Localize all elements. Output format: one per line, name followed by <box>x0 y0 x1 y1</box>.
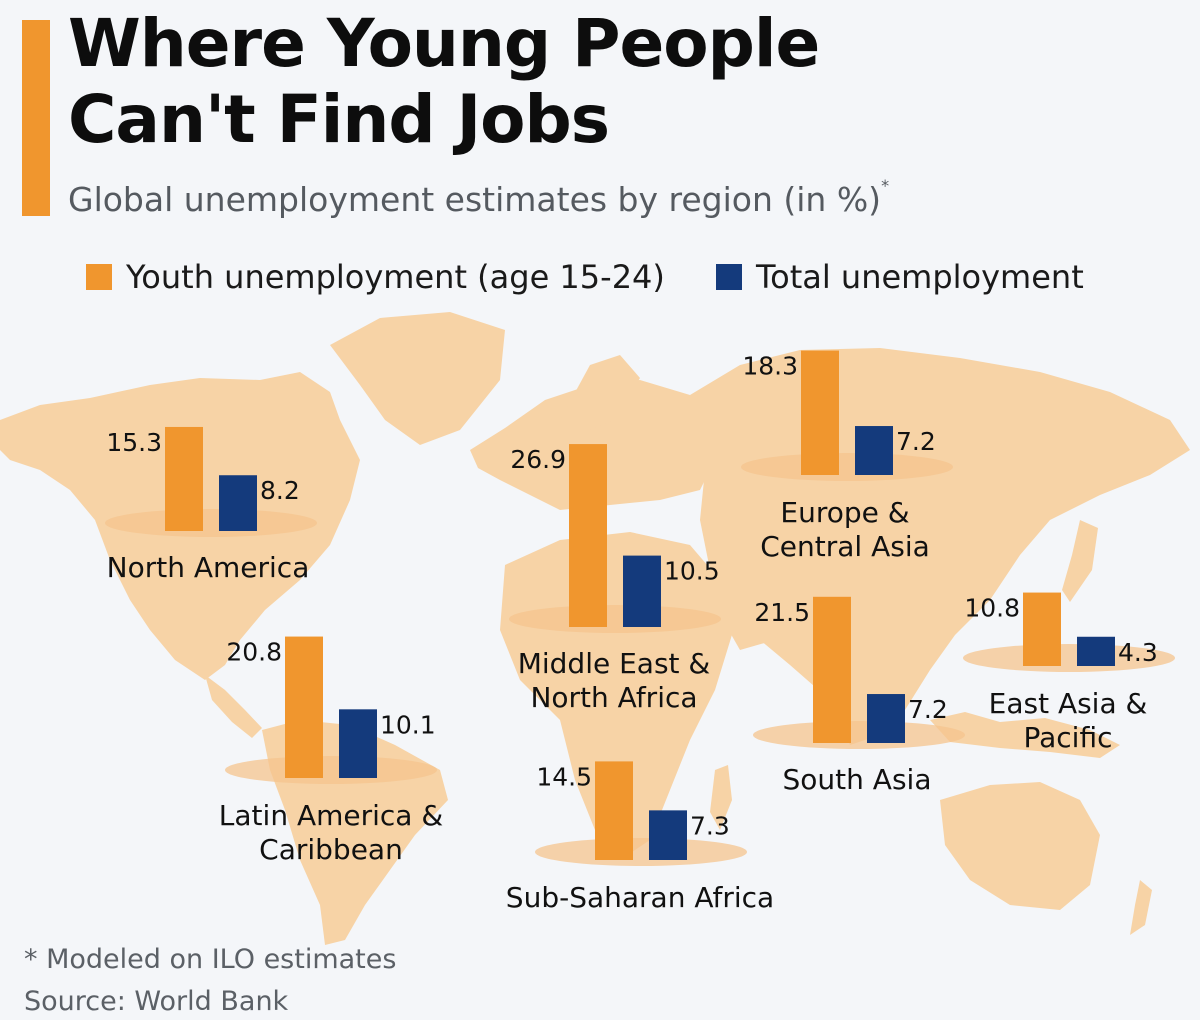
bar-total-south-asia <box>867 694 905 743</box>
bar-total-middle-east-and-north-africa <box>623 555 661 627</box>
legend-swatch-total <box>716 264 742 290</box>
chart-title-line-1: Where Young People <box>68 5 820 82</box>
legend-label-youth: Youth unemployment (age 15-24) <box>126 258 665 296</box>
data-label-youth-north-america: 15.3 <box>106 428 162 457</box>
bar-youth-east-asia-and-pacific <box>1023 592 1061 666</box>
bar-base-shadow-sub-saharan-africa <box>535 838 747 866</box>
source-note: Source: World Bank <box>24 986 289 1017</box>
data-label-youth-east-asia-and-pacific: 10.8 <box>964 594 1020 623</box>
data-label-youth-latin-america-and-caribbean: 20.8 <box>226 638 282 667</box>
bar-base-shadow-south-asia <box>753 721 965 749</box>
data-label-total-europe-and-central-asia: 7.2 <box>896 427 936 456</box>
bar-base-shadow-middle-east-and-north-africa <box>509 605 721 633</box>
legend-item-total: Total unemployment <box>716 258 1084 296</box>
bar-youth-south-asia <box>813 596 851 743</box>
map-arabia <box>710 560 790 650</box>
chart-subtitle-text: Global unemployment estimates by region … <box>68 180 882 219</box>
subtitle-footnote-mark: * <box>881 176 890 195</box>
region-label-europe-and-central-asia-line-2: Central Asia <box>760 530 930 563</box>
region-label-east-asia-and-pacific-line-2: Pacific <box>1024 721 1113 754</box>
data-label-total-latin-america-and-caribbean: 10.1 <box>380 710 436 739</box>
footnote: * Modeled on ILO estimates <box>24 944 397 975</box>
data-label-youth-europe-and-central-asia: 18.3 <box>742 352 798 381</box>
bar-base-shadow-north-america <box>105 509 317 537</box>
bar-youth-europe-and-central-asia <box>801 350 839 475</box>
map-greenland <box>330 312 505 445</box>
bar-base-shadow-east-asia-and-pacific <box>963 644 1175 672</box>
region-label-south-asia: South Asia <box>783 763 932 796</box>
bar-total-latin-america-and-caribbean <box>339 709 377 778</box>
legend-swatch-youth <box>86 264 112 290</box>
bar-base-shadow-latin-america-and-caribbean <box>225 756 437 784</box>
chart-title: Where Young People Can't Find Jobs <box>68 5 820 158</box>
bar-youth-sub-saharan-africa <box>595 761 633 860</box>
title-accent-bar <box>22 20 50 216</box>
bar-total-north-america <box>219 475 257 531</box>
data-label-total-sub-saharan-africa: 7.3 <box>690 811 730 840</box>
chart-title-line-2: Can't Find Jobs <box>68 81 610 158</box>
bar-total-sub-saharan-africa <box>649 810 687 860</box>
region-label-north-america: North America <box>107 551 310 584</box>
data-label-total-south-asia: 7.2 <box>908 695 948 724</box>
map-japan <box>1062 520 1098 602</box>
data-label-youth-middle-east-and-north-africa: 26.9 <box>510 445 566 474</box>
bar-youth-latin-america-and-caribbean <box>285 636 323 778</box>
map-australia <box>940 782 1100 910</box>
bar-total-east-asia-and-pacific <box>1077 636 1115 666</box>
map-madagascar <box>710 765 732 830</box>
region-label-middle-east-and-north-africa-line-2: North Africa <box>530 681 697 714</box>
chart-subtitle: Global unemployment estimates by region … <box>68 176 889 219</box>
data-label-total-middle-east-and-north-africa: 10.5 <box>664 557 720 586</box>
bar-youth-north-america <box>165 426 203 531</box>
region-label-latin-america-and-caribbean-line-2: Caribbean <box>259 833 403 866</box>
bar-total-europe-and-central-asia <box>855 426 893 475</box>
data-label-youth-south-asia: 21.5 <box>754 598 810 627</box>
region-label-east-asia-and-pacific-line-1: East Asia & <box>989 687 1148 720</box>
map-southeast-asia-islands <box>930 712 1120 758</box>
region-label-middle-east-and-north-africa-line-1: Middle East & <box>518 647 711 680</box>
region-label-europe-and-central-asia-line-1: Europe & <box>780 496 909 529</box>
bar-youth-middle-east-and-north-africa <box>569 444 607 627</box>
map-scandinavia <box>560 355 640 430</box>
bar-base-shadow-europe-and-central-asia <box>741 453 953 481</box>
region-label-sub-saharan-africa: Sub-Saharan Africa <box>506 881 774 914</box>
legend-item-youth: Youth unemployment (age 15-24) <box>86 258 665 296</box>
region-label-latin-america-and-caribbean-line-1: Latin America & <box>219 799 443 832</box>
data-label-total-east-asia-and-pacific: 4.3 <box>1118 638 1158 667</box>
data-label-youth-sub-saharan-africa: 14.5 <box>536 762 592 791</box>
map-new-zealand <box>1130 880 1152 935</box>
chart-bars: 15.3 8.2 North America 18.3 7.2 Europe &Centr… <box>105 350 1175 914</box>
data-label-total-north-america: 8.2 <box>260 476 300 505</box>
map-central-america <box>205 675 262 738</box>
legend-label-total: Total unemployment <box>756 258 1084 296</box>
